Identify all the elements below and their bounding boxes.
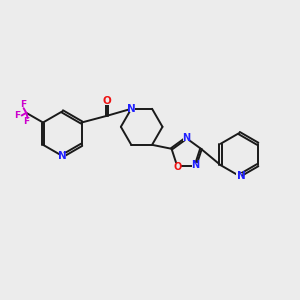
Text: N: N xyxy=(191,160,200,170)
FancyBboxPatch shape xyxy=(236,173,242,179)
Text: F: F xyxy=(23,117,29,126)
FancyBboxPatch shape xyxy=(174,164,180,169)
Text: O: O xyxy=(173,162,181,172)
Text: N: N xyxy=(58,151,67,161)
FancyBboxPatch shape xyxy=(58,153,66,159)
Text: O: O xyxy=(103,96,111,106)
FancyBboxPatch shape xyxy=(192,164,198,169)
Text: N: N xyxy=(237,171,246,181)
Text: F: F xyxy=(14,111,20,120)
Text: N: N xyxy=(127,104,136,114)
FancyBboxPatch shape xyxy=(128,106,134,112)
FancyBboxPatch shape xyxy=(104,99,110,105)
Text: N: N xyxy=(182,133,190,142)
Text: F: F xyxy=(20,100,27,109)
FancyBboxPatch shape xyxy=(183,135,189,141)
